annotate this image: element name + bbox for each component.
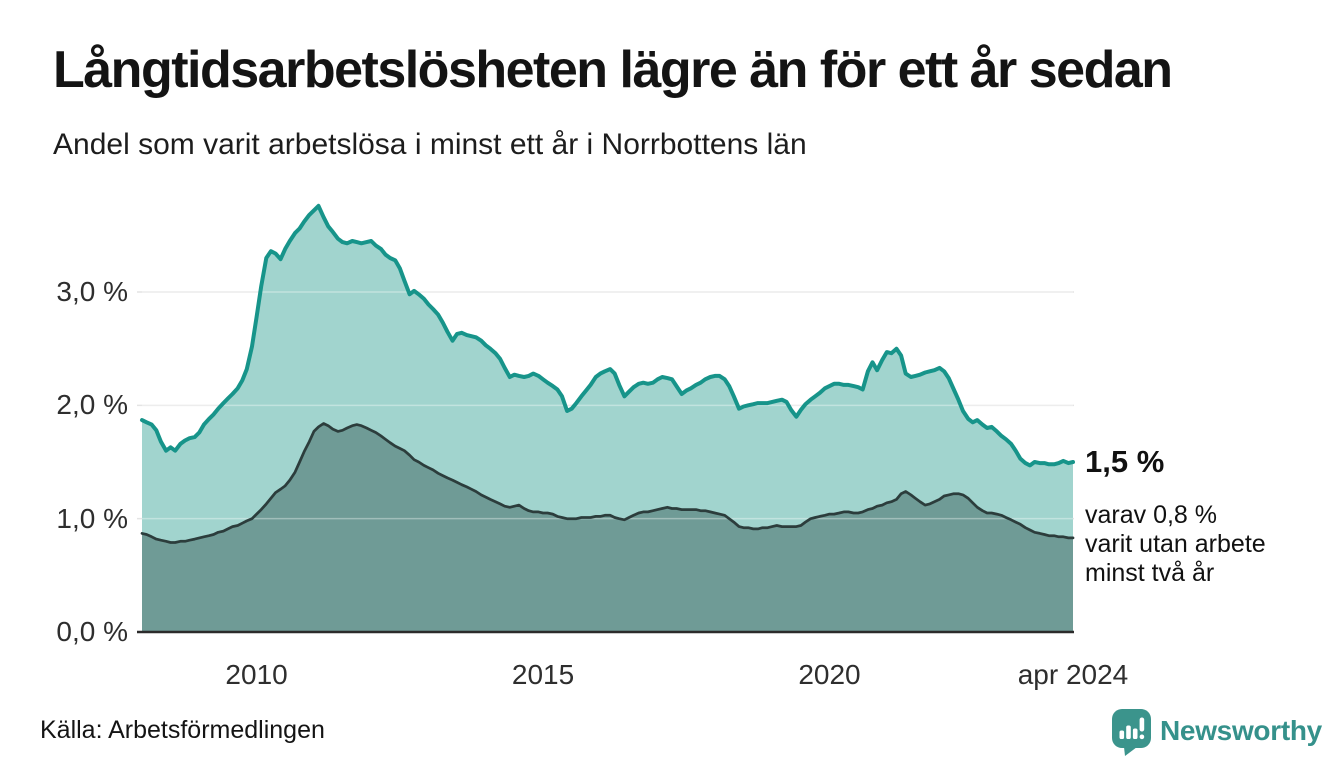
newsworthy-wordmark: Newsworthy — [1160, 715, 1322, 746]
line-unemployed-one-year — [140, 203, 1075, 468]
annotation-line: varav 0,8 % — [1085, 501, 1218, 529]
line-unemployed-two-years — [140, 422, 1075, 544]
x-tick-label: 2020 — [798, 659, 861, 690]
y-tick-label: 0,0 % — [56, 616, 128, 647]
y-tick-label: 3,0 % — [56, 276, 128, 307]
latest-value-sublabel: varav 0,8 % varit utan arbete minst två … — [1085, 501, 1266, 588]
x-tick-label: 2015 — [511, 659, 575, 690]
newsworthy-logo: Newsworthy — [1110, 707, 1322, 757]
chart-subtitle: Andel som varit arbetslösa i minst ett å… — [53, 128, 807, 161]
y-tick-label: 1,0 % — [56, 502, 128, 534]
annotation-line: varit utan arbete — [1085, 530, 1266, 558]
y-tick-label: 2,0 % — [56, 389, 128, 421]
area-unemployed-two-years — [142, 423, 1073, 632]
source-note: Källa: Arbetsförmedlingen — [40, 716, 325, 744]
latest-value-label: 1,5 % — [1085, 444, 1165, 479]
annotation-line: minst två år — [1085, 559, 1215, 587]
x-tick-label: 2010 — [225, 659, 288, 690]
x-tick-label: apr 2024 — [1017, 659, 1129, 690]
chart-title: Långtidsarbetslösheten lägre än för ett … — [53, 41, 1173, 99]
newsworthy-logo-icon — [1112, 709, 1151, 756]
